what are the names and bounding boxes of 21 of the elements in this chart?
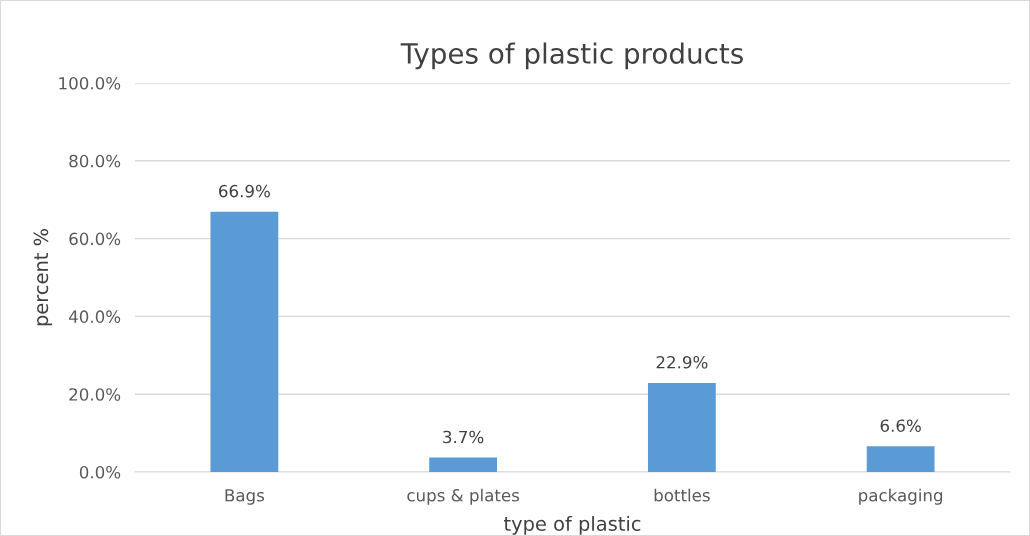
bar	[429, 457, 498, 472]
x-tick-label: cups & plates	[407, 488, 520, 505]
y-tick-label: 60.0%	[69, 232, 121, 246]
data-label: 3.7%	[443, 430, 484, 444]
x-axis-title: type of plastic	[504, 515, 641, 535]
y-axis-title: percent %	[33, 229, 53, 326]
data-label: 6.6%	[880, 419, 921, 432]
y-tick-label: 80.0%	[69, 154, 121, 168]
y-tick-label: 100.0%	[59, 76, 121, 90]
y-tick-label: 0.0%	[79, 465, 121, 479]
x-tick-label: packaging	[859, 488, 943, 505]
x-tick-label: bottles	[654, 488, 710, 502]
x-tick-label: Bags	[225, 489, 265, 505]
bar	[647, 382, 716, 472]
bar	[210, 211, 279, 472]
y-tick-label: 40.0%	[68, 310, 121, 323]
y-tick-label: 20.0%	[69, 388, 121, 401]
data-label: 66.9%	[219, 184, 270, 198]
chart-title: Types of plastic products	[400, 42, 743, 70]
data-label: 22.9%	[656, 355, 708, 369]
bar	[866, 446, 935, 472]
